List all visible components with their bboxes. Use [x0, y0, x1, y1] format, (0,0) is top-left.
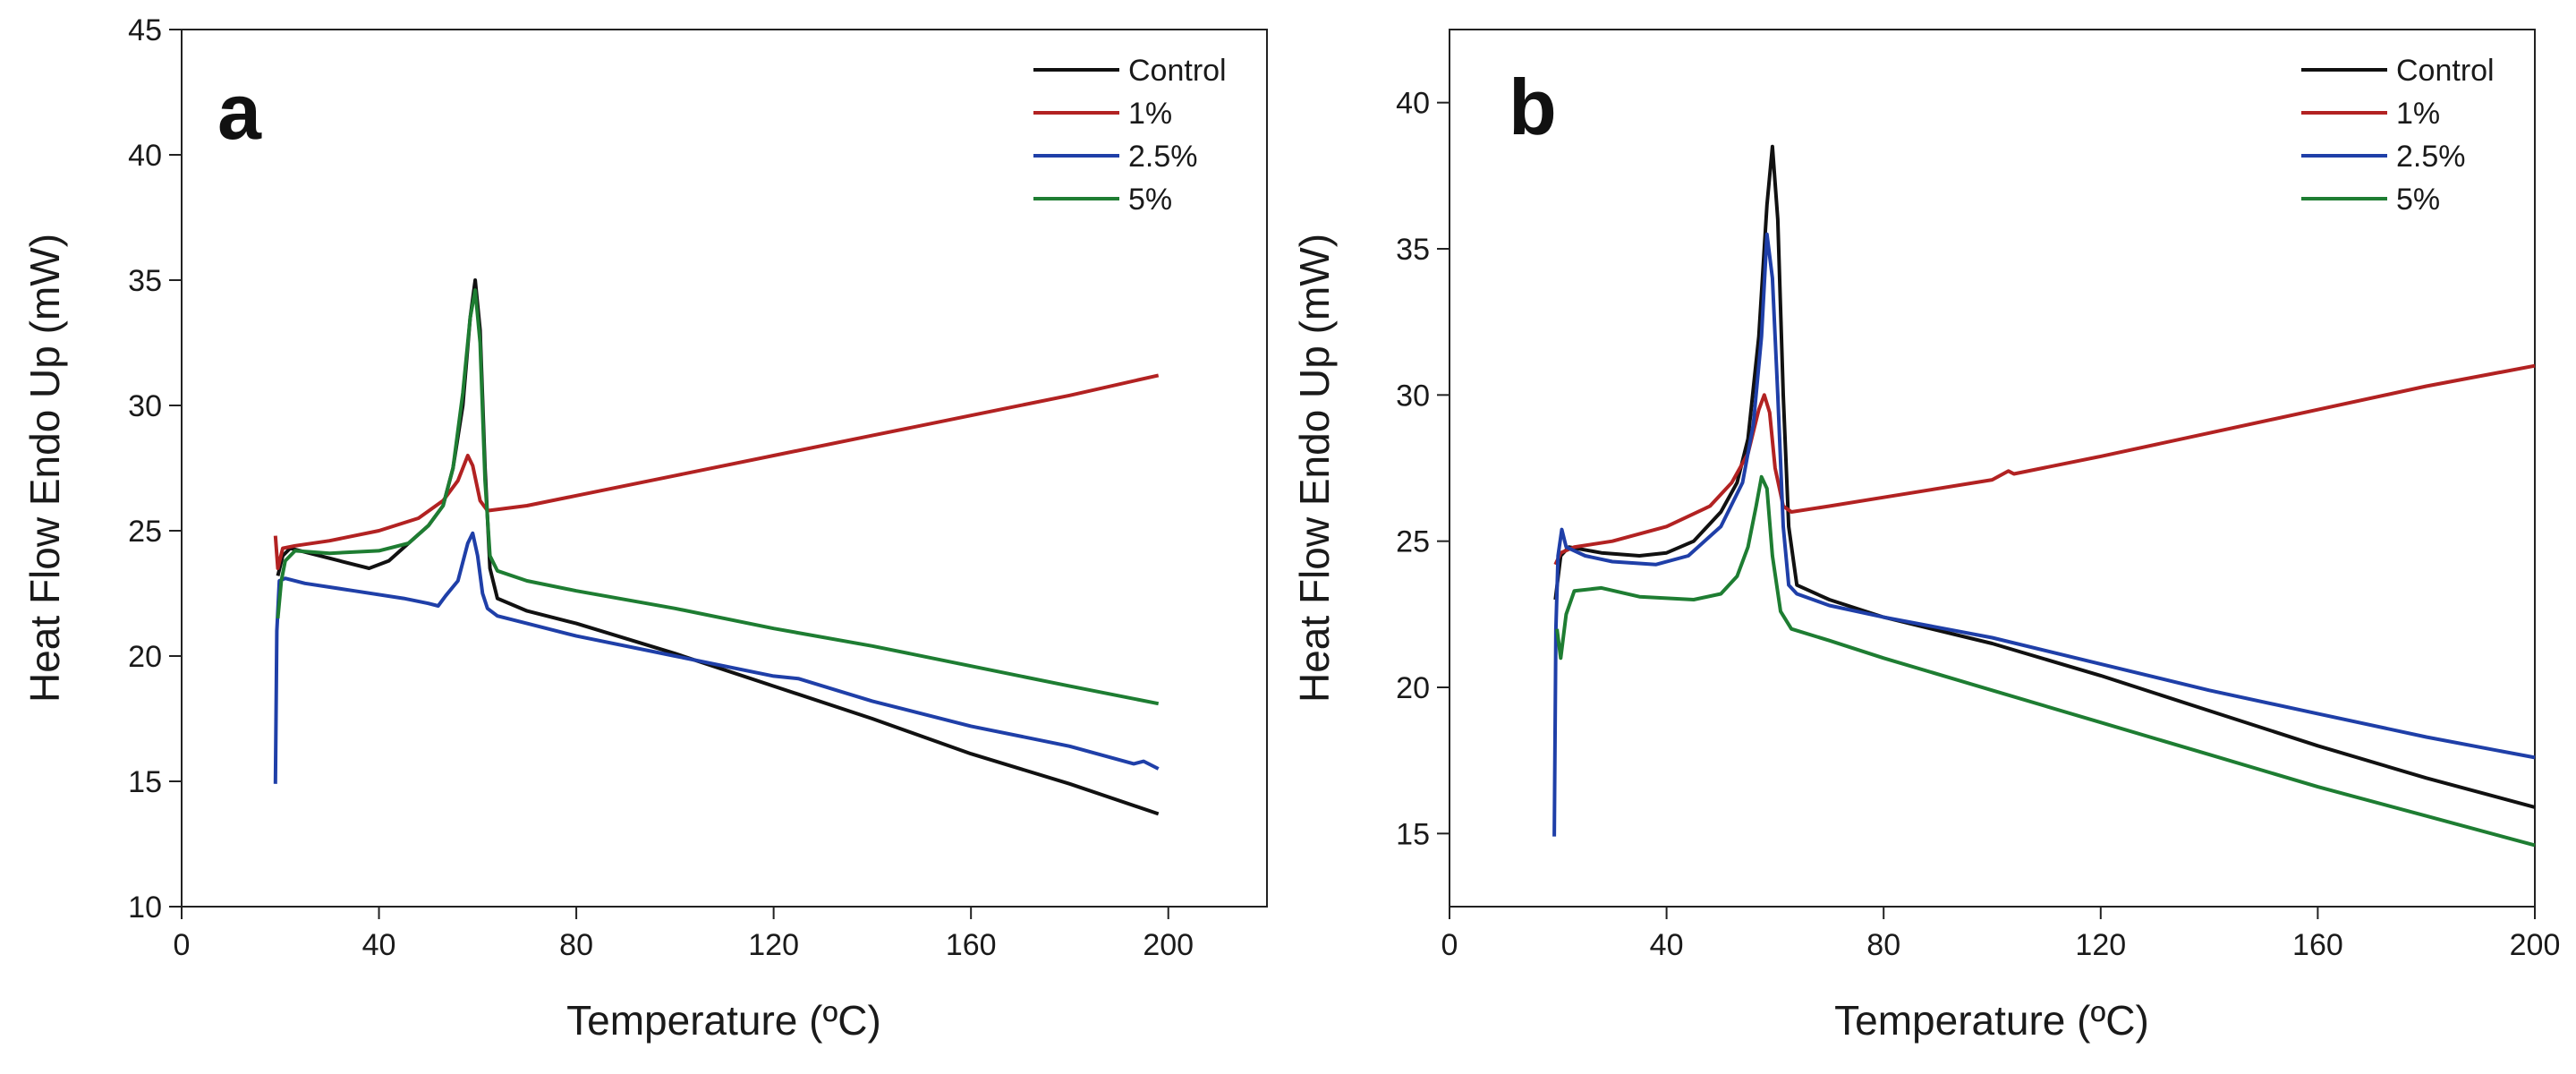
panel-b-x-tick-label: 120 [2075, 928, 2126, 962]
panel-b-x-tick-label: 0 [1441, 928, 1458, 962]
panel-a: 0 40 80 120 160 200 10 15 20 25 30 35 40 45 a Tempera… [21, 13, 1268, 1044]
panel-b-x-tick-label: 80 [1866, 928, 1900, 962]
panel-a-y-tick-label: 20 [128, 640, 162, 674]
panel-a-x-tick-label: 40 [362, 928, 396, 962]
panel-a-y-tick-label: 30 [128, 389, 162, 423]
panel-b-legend-label: 5% [2396, 183, 2440, 217]
panel-a-x-axis-title: Temperature (ºC) [566, 997, 881, 1044]
panel-b-legend-label: Control [2396, 54, 2495, 88]
panel-a-series-line-5 [276, 288, 1160, 706]
panel-b-series-line-control [1553, 144, 2536, 809]
panel-a-series-line-25 [273, 531, 1160, 784]
panel-a-plot-frame [181, 29, 1268, 908]
panel-b-x-tick-label: 160 [2292, 928, 2343, 962]
panel-a-x-tick-label: 80 [559, 928, 593, 962]
panel-a-y-tick-label: 10 [128, 891, 162, 925]
panel-a-y-tick-label: 35 [128, 264, 162, 298]
panel-b-series [1552, 144, 2536, 848]
panel-b-plot-frame [1449, 29, 2536, 908]
panel-b-y-tick-label: 40 [1396, 87, 1430, 121]
panel-b: 0 40 80 120 160 200 15 20 25 30 35 40 b Temperature… [1291, 29, 2560, 1044]
panel-b-legend-label: 1% [2396, 97, 2440, 131]
panel-b-y-tick-label: 35 [1396, 233, 1430, 267]
panel-b-x-tick-label: 40 [1650, 928, 1684, 962]
panel-a-y-axis-title: Heat Flow Endo Up (mW) [21, 234, 68, 703]
panel-a-x-tick-label: 160 [946, 928, 997, 962]
panel-b-series-line-5 [1555, 474, 2536, 848]
panel-a-y-tick-label: 40 [128, 139, 162, 173]
panel-a-letter: a [217, 67, 262, 156]
panel-a-legend-label: 1% [1128, 97, 1172, 131]
panel-b-legend: Control 1% 2.5% 5% [2301, 54, 2495, 217]
panel-b-legend-label: 2.5% [2396, 140, 2466, 174]
panel-a-legend-label: 2.5% [1128, 140, 1198, 174]
panel-b-series-line-1 [1553, 363, 2536, 566]
panel-b-letter: b [1509, 63, 1557, 151]
panel-a-x-tick-label: 120 [748, 928, 799, 962]
panel-b-y-tick-label: 15 [1396, 817, 1430, 851]
panel-a-y-tick-label: 45 [128, 13, 162, 47]
panel-a-x-tick-label: 200 [1143, 928, 1194, 962]
panel-a-y-tick-label: 25 [128, 515, 162, 549]
panel-a-ticks: 0 40 80 120 160 200 10 15 20 25 30 35 40 45 [128, 13, 1194, 962]
panel-a-legend: Control 1% 2.5% 5% [1033, 54, 1227, 217]
panel-b-series-line-25 [1552, 232, 2536, 837]
panel-b-ticks: 0 40 80 120 160 200 15 20 25 30 35 40 [1396, 87, 2560, 962]
panel-a-legend-label: 5% [1128, 183, 1172, 217]
panel-a-y-tick-label: 15 [128, 765, 162, 799]
panel-b-x-tick-label: 200 [2510, 928, 2561, 962]
panel-b-y-tick-label: 20 [1396, 671, 1430, 705]
panel-b-y-tick-label: 30 [1396, 379, 1430, 413]
panel-a-series [273, 278, 1160, 816]
panel-a-series-line-control [276, 278, 1160, 816]
panel-b-x-axis-title: Temperature (ºC) [1834, 997, 2149, 1044]
panel-b-y-tick-label: 25 [1396, 525, 1430, 559]
panel-a-series-line-1 [273, 373, 1160, 570]
panel-b-y-axis-title: Heat Flow Endo Up (mW) [1291, 234, 1338, 703]
panel-a-legend-label: Control [1128, 54, 1227, 88]
panel-a-x-tick-label: 0 [174, 928, 191, 962]
